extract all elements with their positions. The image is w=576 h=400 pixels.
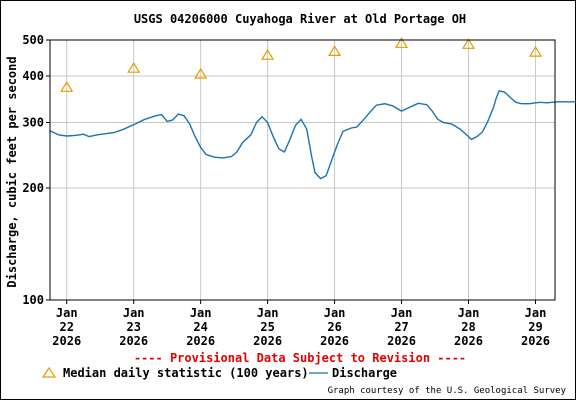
x-tick-label-day: 22 <box>60 320 74 334</box>
x-tick-label-month: Jan <box>324 306 346 320</box>
median-point <box>60 81 74 92</box>
x-tick-label-year: 2026 <box>119 334 148 348</box>
median-point <box>127 62 141 73</box>
y-tick-label: 200 <box>22 181 44 195</box>
x-tick-label-month: Jan <box>257 306 279 320</box>
x-tick-label-year: 2026 <box>320 334 349 348</box>
x-tick-label-year: 2026 <box>387 334 416 348</box>
chart-title: USGS 04206000 Cuyahoga River at Old Port… <box>134 12 466 26</box>
x-tick-label-year: 2026 <box>454 334 483 348</box>
median-point <box>461 38 476 49</box>
provisional-note: ---- Provisional Data Subject to Revisio… <box>134 351 466 365</box>
y-tick-label: 100 <box>22 293 44 307</box>
median-point <box>394 37 409 48</box>
x-tick-label-month: Jan <box>391 306 413 320</box>
median-point <box>328 45 342 57</box>
x-tick-label-month: Jan <box>458 306 480 320</box>
x-tick-label-day: 24 <box>193 320 207 334</box>
x-tick-label-month: Jan <box>56 306 78 320</box>
legend-median-marker <box>41 366 57 378</box>
x-tick-label-month: Jan <box>525 306 547 320</box>
credit-text: Graph courtesy of the U.S. Geological Su… <box>328 386 567 396</box>
grid-lines <box>50 40 555 300</box>
y-tick-label: 300 <box>22 116 44 130</box>
median-point <box>528 45 543 57</box>
legend-median-label: Median daily statistic (100 years) <box>63 366 309 380</box>
median-point <box>261 49 275 60</box>
x-tick-label-day: 25 <box>260 320 274 334</box>
plot-series <box>49 37 576 180</box>
median-point <box>194 67 208 79</box>
x-axis-ticks: Jan222026Jan232026Jan242026Jan252026Jan2… <box>52 300 550 348</box>
x-tick-label-month: Jan <box>190 306 212 320</box>
x-tick-label-year: 2026 <box>52 334 81 348</box>
x-tick-label-day: 26 <box>327 320 341 334</box>
x-tick-label-day: 23 <box>126 320 140 334</box>
x-tick-label-day: 27 <box>394 320 408 334</box>
x-tick-label-day: 29 <box>528 320 542 334</box>
y-tick-label: 400 <box>22 69 44 83</box>
plot-area-border <box>49 39 556 301</box>
legend: Median daily statistic (100 years) Disch… <box>41 366 397 380</box>
x-tick-label-year: 2026 <box>186 334 215 348</box>
x-tick-label-year: 2026 <box>521 334 550 348</box>
x-tick-label-day: 28 <box>461 320 475 334</box>
y-axis-label: Discharge, cubic feet per second <box>5 56 19 287</box>
y-axis-ticks: 100 200 300 400 500 <box>22 33 50 307</box>
discharge-line <box>49 90 576 180</box>
y-tick-label: 500 <box>22 33 44 47</box>
x-tick-label-month: Jan <box>123 306 145 320</box>
legend-discharge-label: Discharge <box>332 366 397 380</box>
x-tick-label-year: 2026 <box>253 334 282 348</box>
